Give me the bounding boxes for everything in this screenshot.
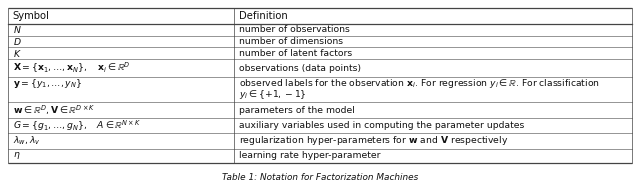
Text: $\mathbf{X} = \{\mathbf{x}_1,\ldots,\mathbf{x}_N\},\quad\mathbf{x}_i \in \mathbb: $\mathbf{X} = \{\mathbf{x}_1,\ldots,\mat… [13, 61, 131, 75]
Text: Symbol: Symbol [13, 11, 50, 21]
Text: learning rate hyper-parameter: learning rate hyper-parameter [239, 151, 380, 160]
Text: $\mathbf{w} \in \mathbb{R}^D, \mathbf{V} \in \mathbb{R}^{D \times K}$: $\mathbf{w} \in \mathbb{R}^D, \mathbf{V}… [13, 103, 95, 117]
Text: number of observations: number of observations [239, 25, 349, 34]
Text: $\lambda_w, \lambda_v$: $\lambda_w, \lambda_v$ [13, 135, 40, 147]
Text: Table 1: Notation for Factorization Machines: Table 1: Notation for Factorization Mach… [222, 173, 418, 182]
Text: parameters of the model: parameters of the model [239, 105, 355, 114]
Text: auxiliary variables used in computing the parameter updates: auxiliary variables used in computing th… [239, 121, 524, 130]
Text: number of latent factors: number of latent factors [239, 49, 352, 58]
Text: observed labels for the observation $\mathbf{x}_i$. For regression $y_i \in \mat: observed labels for the observation $\ma… [239, 77, 600, 90]
Text: $D$: $D$ [13, 36, 22, 47]
Text: $\mathbf{y} = \{y_1,\ldots,y_N\}$: $\mathbf{y} = \{y_1,\ldots,y_N\}$ [13, 77, 82, 90]
Text: $\eta$: $\eta$ [13, 150, 20, 161]
Text: Definition: Definition [239, 11, 287, 21]
Text: $N$: $N$ [13, 24, 22, 35]
Text: number of dimensions: number of dimensions [239, 37, 343, 46]
Text: regularization hyper-parameters for $\mathbf{w}$ and $\mathbf{V}$ respectively: regularization hyper-parameters for $\ma… [239, 134, 508, 147]
Text: $K$: $K$ [13, 48, 22, 59]
Text: $y_i \in \{+1, -1\}$: $y_i \in \{+1, -1\}$ [239, 88, 307, 101]
Text: observations (data points): observations (data points) [239, 64, 361, 73]
Text: $G = \{g_1,\ldots,g_N\},\quad A \in \mathbb{R}^{N \times K}$: $G = \{g_1,\ldots,g_N\},\quad A \in \mat… [13, 118, 141, 133]
